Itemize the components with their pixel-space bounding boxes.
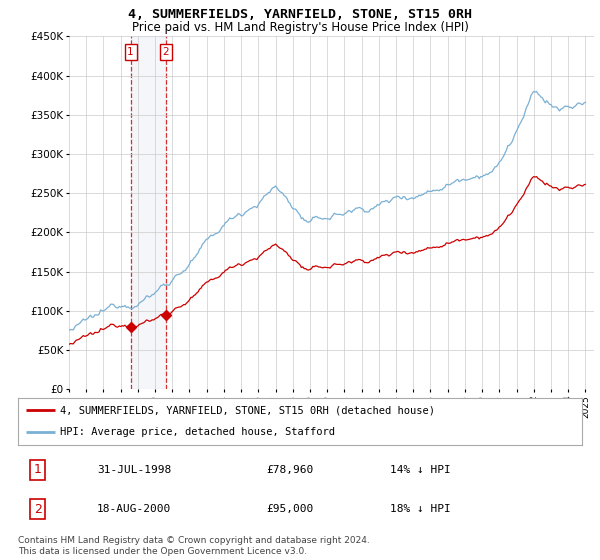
Text: 14% ↓ HPI: 14% ↓ HPI <box>390 465 451 475</box>
Text: 31-JUL-1998: 31-JUL-1998 <box>97 465 171 475</box>
Text: 4, SUMMERFIELDS, YARNFIELD, STONE, ST15 0RH (detached house): 4, SUMMERFIELDS, YARNFIELD, STONE, ST15 … <box>60 405 436 416</box>
Text: HPI: Average price, detached house, Stafford: HPI: Average price, detached house, Staf… <box>60 427 335 437</box>
Text: £78,960: £78,960 <box>266 465 313 475</box>
Text: 4, SUMMERFIELDS, YARNFIELD, STONE, ST15 0RH: 4, SUMMERFIELDS, YARNFIELD, STONE, ST15 … <box>128 8 472 21</box>
Text: 1: 1 <box>34 463 41 477</box>
Text: Price paid vs. HM Land Registry's House Price Index (HPI): Price paid vs. HM Land Registry's House … <box>131 21 469 34</box>
Text: £95,000: £95,000 <box>266 504 313 514</box>
Text: 2: 2 <box>163 47 169 57</box>
Text: 2: 2 <box>34 502 41 516</box>
Text: 18% ↓ HPI: 18% ↓ HPI <box>390 504 451 514</box>
Text: 1: 1 <box>127 47 134 57</box>
Text: 18-AUG-2000: 18-AUG-2000 <box>97 504 171 514</box>
Bar <box>131 36 166 389</box>
Text: Contains HM Land Registry data © Crown copyright and database right 2024.
This d: Contains HM Land Registry data © Crown c… <box>18 536 370 556</box>
